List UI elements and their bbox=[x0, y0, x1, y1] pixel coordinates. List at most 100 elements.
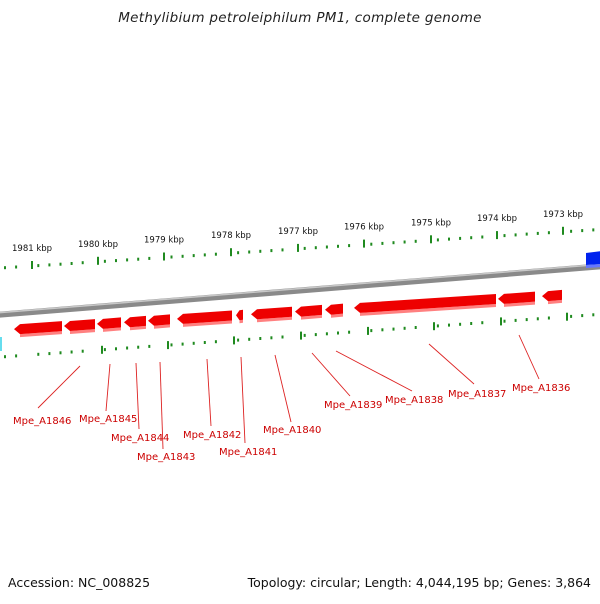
scale-minor-tick bbox=[181, 254, 184, 258]
scale-minor-tick bbox=[126, 346, 129, 350]
scale-minor-tick bbox=[337, 244, 339, 248]
scale-minor-tick bbox=[470, 322, 473, 325]
genome-backbone bbox=[0, 263, 600, 318]
scale-minor-tick bbox=[103, 259, 106, 263]
scale-minor-tick bbox=[370, 329, 373, 333]
gene-arrow[interactable] bbox=[64, 319, 95, 331]
gene-label[interactable]: Mpe_A1846 bbox=[13, 416, 71, 427]
scale-minor-tick bbox=[148, 256, 151, 260]
gene-shadow bbox=[257, 316, 292, 323]
genome-backbone-highlight bbox=[0, 263, 600, 314]
gene-arrow[interactable] bbox=[498, 291, 535, 304]
gene-callout-line bbox=[206, 358, 212, 427]
gene-arrow[interactable] bbox=[542, 289, 562, 302]
scale-minor-tick bbox=[547, 316, 550, 320]
gene-label[interactable]: Mpe_A1839 bbox=[324, 400, 382, 411]
scale-major-tick-lower bbox=[500, 317, 502, 326]
scale-minor-tick bbox=[459, 236, 462, 240]
scale-minor-tick bbox=[470, 236, 473, 240]
gene-label[interactable]: Mpe_A1844 bbox=[111, 433, 169, 444]
scale-minor-tick bbox=[170, 255, 173, 259]
forward-gene-right-shadow bbox=[586, 264, 600, 268]
gene-callout-line bbox=[135, 362, 140, 430]
gene-label[interactable]: Mpe_A1837 bbox=[448, 389, 506, 400]
gene-label[interactable]: Mpe_A1838 bbox=[385, 395, 443, 406]
scale-minor-tick bbox=[270, 336, 273, 340]
scale-minor-tick bbox=[503, 319, 506, 323]
gene-arrow[interactable] bbox=[14, 321, 62, 335]
scale-minor-tick bbox=[547, 231, 550, 235]
gene-shadow bbox=[504, 301, 535, 307]
gene-arrow[interactable] bbox=[295, 304, 322, 317]
scale-minor-tick bbox=[148, 344, 151, 348]
gene-arrow[interactable] bbox=[325, 303, 343, 315]
scale-minor-tick bbox=[403, 326, 406, 330]
scale-minor-tick bbox=[70, 262, 73, 265]
scale-major-tick bbox=[97, 256, 99, 265]
partial-feature-left bbox=[0, 337, 2, 351]
scale-major-tick bbox=[31, 261, 33, 269]
scale-minor-tick bbox=[325, 332, 328, 336]
scale-tick-label: 1973 kbp bbox=[543, 210, 583, 220]
scale-minor-tick bbox=[4, 266, 6, 270]
scale-minor-tick bbox=[436, 238, 439, 242]
gene-arrow[interactable] bbox=[251, 306, 292, 320]
gene-shadow bbox=[331, 313, 343, 318]
scale-major-tick bbox=[163, 252, 165, 261]
scale-tick-label: 1974 kbp bbox=[477, 214, 517, 224]
scale-minor-tick bbox=[337, 331, 339, 335]
gene-arrow[interactable] bbox=[354, 294, 496, 313]
scale-tick-label: 1975 kbp bbox=[411, 218, 451, 228]
scale-minor-tick bbox=[170, 343, 173, 347]
scale-minor-tick bbox=[192, 341, 195, 345]
gene-arrow[interactable] bbox=[97, 317, 121, 329]
scale-minor-tick bbox=[592, 228, 595, 232]
gene-arrow[interactable] bbox=[148, 314, 170, 326]
gene-arrow[interactable] bbox=[236, 309, 243, 321]
gene-label[interactable]: Mpe_A1836 bbox=[512, 383, 570, 394]
scale-minor-tick bbox=[392, 241, 395, 245]
scale-minor-tick bbox=[570, 229, 573, 233]
scale-minor-tick bbox=[103, 348, 106, 352]
scale-minor-tick bbox=[137, 345, 140, 349]
gene-arrow[interactable] bbox=[124, 315, 146, 328]
scale-minor-tick bbox=[237, 251, 240, 255]
scale-major-tick bbox=[496, 231, 498, 240]
scale-minor-tick bbox=[115, 259, 117, 263]
gene-label[interactable]: Mpe_A1842 bbox=[183, 430, 241, 441]
scale-minor-tick bbox=[514, 233, 517, 237]
gene-label[interactable]: Mpe_A1840 bbox=[263, 425, 321, 436]
scale-tick-layer: 1981 kbp 1980 kbp 1979 kbp 1978 kbp 1977 kbp… bbox=[4, 210, 595, 359]
forward-gene-right[interactable] bbox=[586, 251, 600, 265]
scale-tick-label: 1976 kbp bbox=[344, 223, 384, 233]
scale-minor-tick bbox=[214, 252, 217, 256]
gene-label[interactable]: Mpe_A1841 bbox=[219, 447, 277, 458]
gene-arrow[interactable] bbox=[177, 310, 232, 324]
scale-minor-tick bbox=[414, 239, 417, 243]
gene-shadow bbox=[239, 319, 243, 324]
scale-major-tick bbox=[297, 243, 299, 252]
scale-minor-tick bbox=[525, 232, 528, 236]
scale-minor-tick bbox=[248, 250, 251, 254]
gene-label[interactable]: Mpe_A1843 bbox=[137, 452, 195, 463]
scale-minor-tick bbox=[48, 352, 51, 356]
gene-label[interactable]: Mpe_A1845 bbox=[79, 414, 137, 425]
scale-major-tick-lower bbox=[233, 336, 235, 345]
gene-callout-line bbox=[240, 356, 246, 444]
gene-callout-line bbox=[428, 343, 475, 385]
scale-minor-tick bbox=[536, 317, 539, 321]
scale-minor-tick bbox=[403, 240, 406, 244]
gene-layer bbox=[14, 289, 562, 338]
scale-minor-tick bbox=[348, 244, 351, 248]
gene-shadow bbox=[130, 325, 146, 331]
gene-shadow bbox=[154, 324, 170, 329]
scale-minor-tick bbox=[381, 241, 384, 245]
scale-major-tick bbox=[363, 239, 365, 248]
scale-minor-tick bbox=[237, 338, 240, 342]
scale-minor-tick bbox=[303, 333, 306, 337]
gene-shadow bbox=[360, 304, 496, 316]
scale-minor-tick bbox=[570, 314, 573, 318]
scale-major-tick-lower bbox=[367, 326, 369, 335]
